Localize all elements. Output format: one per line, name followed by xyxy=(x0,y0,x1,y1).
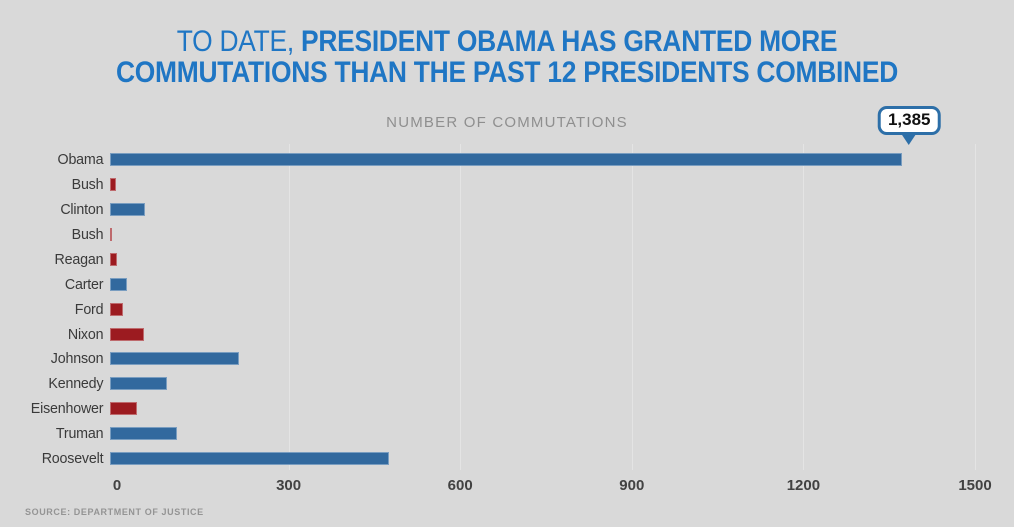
chart-row: Johnson xyxy=(0,347,1014,372)
president-label: Obama xyxy=(57,150,104,168)
president-label: Ford xyxy=(74,300,104,318)
chart-row: Truman xyxy=(0,421,1014,446)
axis-tick-label: 1500 xyxy=(958,477,992,494)
bar-clinton xyxy=(110,202,145,216)
callout-bubble: 1,385 xyxy=(877,106,941,135)
president-label: Johnson xyxy=(50,350,104,368)
president-label: Reagan xyxy=(54,250,104,268)
chart-row: Bush xyxy=(0,222,1014,247)
bar-track xyxy=(110,227,968,241)
chart-gridlines xyxy=(117,144,976,470)
bar-kennedy xyxy=(110,377,168,391)
president-label: Bush xyxy=(71,225,104,243)
gridline-600 xyxy=(460,144,462,470)
president-label: Nixon xyxy=(67,325,104,343)
bar-truman xyxy=(110,427,178,441)
bar-track xyxy=(110,377,968,391)
axis-tick-label: 900 xyxy=(619,477,645,494)
chart-row: Carter xyxy=(0,272,1014,297)
bar-carter xyxy=(110,277,127,291)
axis-tick-label: 300 xyxy=(276,477,302,494)
president-label: Carter xyxy=(64,275,104,293)
chart-row: Nixon xyxy=(0,322,1014,347)
bar-ford xyxy=(110,302,123,316)
axis-tick-label: 0 xyxy=(112,477,122,494)
x-axis: 0 300 600 900 1200 1500 xyxy=(113,477,992,497)
president-label: Eisenhower xyxy=(30,400,104,418)
chart-row: Obama xyxy=(0,147,1014,172)
bar-obama xyxy=(110,152,903,166)
gridline-1500 xyxy=(975,144,976,470)
chart-row: Kennedy xyxy=(0,371,1014,396)
callout-layer: 1,385 xyxy=(117,106,975,150)
chart-row: Reagan xyxy=(0,247,1014,272)
president-label: Roosevelt xyxy=(41,450,104,468)
bar-bush xyxy=(110,177,117,191)
bar-track xyxy=(110,402,968,416)
chart-row: Bush xyxy=(0,172,1014,197)
bar-roosevelt xyxy=(110,452,390,466)
chart-headline: TO DATE, PRESIDENT OBAMA HAS GRANTED MOR… xyxy=(61,26,953,88)
bar-track xyxy=(110,352,968,366)
bar-track xyxy=(110,202,968,216)
gridline-1200 xyxy=(803,144,805,470)
chart-row: Roosevelt xyxy=(0,446,1014,471)
president-label: Kennedy xyxy=(48,375,104,393)
axis-tick-label: 600 xyxy=(447,477,473,494)
president-label: Truman xyxy=(55,425,104,443)
bar-track xyxy=(110,252,968,266)
bar-eisenhower xyxy=(110,402,137,416)
headline-line1: TO DATE, PRESIDENT OBAMA HAS GRANTED MOR… xyxy=(61,26,953,57)
president-label: Clinton xyxy=(60,200,104,218)
bar-reagan xyxy=(110,252,118,266)
axis-tick-label: 1200 xyxy=(786,477,821,494)
value-callout: 1,385 xyxy=(877,106,941,145)
headline-prefix: TO DATE, xyxy=(176,25,294,58)
callout-pointer-icon xyxy=(901,133,918,145)
bar-johnson xyxy=(110,352,240,366)
bar-track xyxy=(110,452,968,466)
source-credit: SOURCE: DEPARTMENT OF JUSTICE xyxy=(25,507,204,517)
bar-bush xyxy=(110,227,112,241)
bar-track xyxy=(110,277,968,291)
bar-track xyxy=(110,152,968,166)
gridline-300 xyxy=(288,144,290,470)
bar-track xyxy=(110,327,968,341)
headline-line1-bold: PRESIDENT OBAMA HAS GRANTED MORE xyxy=(293,25,838,58)
gridline-900 xyxy=(631,144,633,470)
chart-row: Clinton xyxy=(0,197,1014,222)
headline-line2: COMMUTATIONS THAN THE PAST 12 PRESIDENTS… xyxy=(115,56,899,89)
bar-track xyxy=(110,302,968,316)
bar-track xyxy=(110,427,968,441)
chart-rows: Obama Bush Clinton Bush Reagan Carter Ford Nixo… xyxy=(0,147,1014,471)
chart-row: Eisenhower xyxy=(0,396,1014,421)
chart-row: Ford xyxy=(0,297,1014,322)
bar-nixon xyxy=(110,327,145,341)
bar-track xyxy=(110,177,968,191)
president-label: Bush xyxy=(71,175,104,193)
axis-title: NUMBER OF COMMUTATIONS xyxy=(386,114,628,131)
